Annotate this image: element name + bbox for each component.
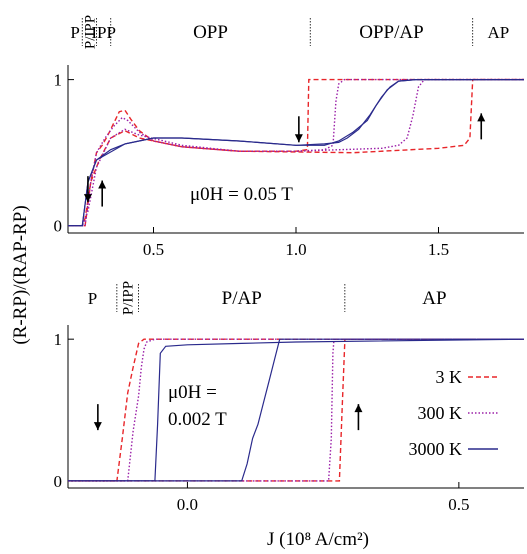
region-label: OPP	[193, 22, 228, 43]
y-tick-label: 0	[54, 217, 63, 236]
region-label: AP	[487, 23, 509, 42]
series-line-3k-rev	[68, 78, 524, 227]
arrow-head	[294, 134, 303, 143]
legend-label: 300 K	[418, 403, 463, 423]
series-line-3000k-rev	[68, 78, 524, 227]
arrow-head	[93, 422, 102, 431]
series-line-3k-fwd	[68, 338, 524, 482]
legend-label: 3 K	[436, 367, 463, 387]
x-tick-label: 1.5	[428, 240, 449, 259]
y-axis-label: (R-RP)/(RAP-RP)	[10, 205, 31, 344]
series-line-3k-fwd	[68, 78, 524, 227]
bottom-panel: 0 1 0.0 0.5 P P/IPP P/AP AP μ0H = 0.002 T 3 K 300 K…	[54, 281, 525, 514]
arrow-head	[98, 180, 107, 189]
region-label: P/AP	[222, 288, 262, 309]
series-line-3k-rev	[68, 338, 524, 482]
legend-label: 3000 K	[409, 439, 463, 459]
region-label: P/IPP	[82, 15, 98, 49]
field-annotation: μ0H = 0.05 T	[190, 184, 293, 205]
x-axis-label: J (10⁸ A/cm²)	[267, 529, 369, 550]
x-tick-label: 0.5	[143, 240, 164, 259]
region-label: P	[70, 23, 79, 42]
arrow-head	[83, 194, 92, 203]
region-label: OPP/AP	[359, 22, 423, 43]
region-label: P	[88, 289, 97, 308]
region-label: IPP	[91, 23, 116, 42]
y-tick-label: 1	[54, 71, 63, 90]
field-annotation-line: 0.002 T	[168, 409, 227, 430]
series-line-300k-fwd	[68, 78, 524, 227]
region-label: P/IPP	[121, 281, 137, 315]
y-tick-label: 1	[54, 330, 63, 349]
series-line-3000k-fwd	[68, 338, 525, 482]
series-line-3000k-fwd	[68, 78, 524, 227]
x-tick-label: 0.0	[177, 495, 198, 514]
x-tick-label: 1.0	[285, 240, 306, 259]
y-tick-label: 0	[54, 472, 63, 491]
region-label: AP	[422, 288, 446, 309]
series-line-3000k-rev	[68, 338, 524, 482]
arrow-head	[354, 404, 363, 413]
x-tick-label: 0.5	[448, 495, 469, 514]
field-annotation-line: μ0H =	[168, 382, 217, 403]
arrow-head	[477, 113, 486, 122]
series-line-300k-rev	[68, 78, 524, 227]
